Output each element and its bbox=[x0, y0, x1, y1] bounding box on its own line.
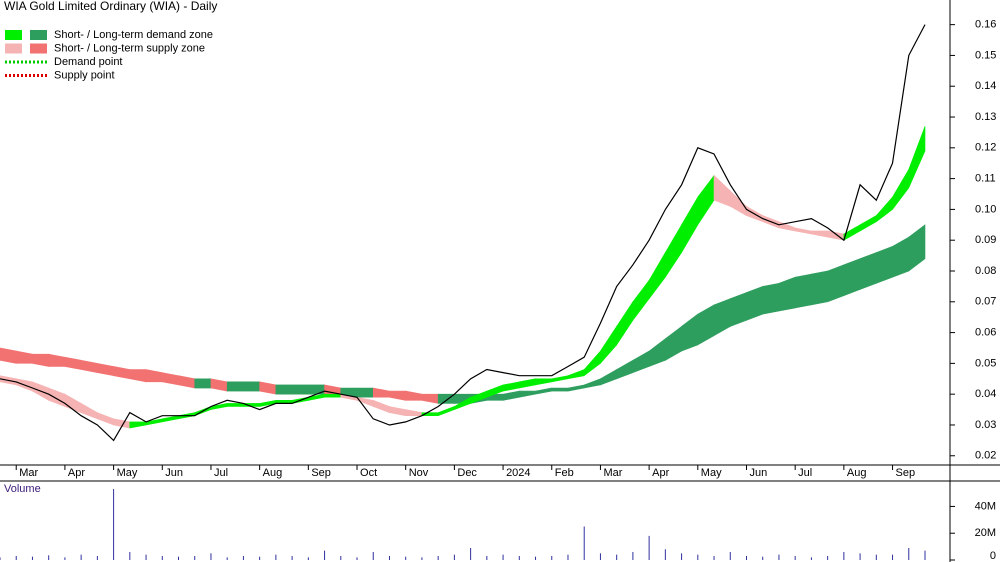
y-tick-label: 0.10 bbox=[975, 203, 996, 215]
legend-label: Supply point bbox=[54, 69, 115, 81]
volume-tick-label: 40M bbox=[975, 500, 996, 512]
legend-swatch bbox=[5, 43, 22, 54]
x-tick-label: Aug bbox=[263, 467, 283, 479]
zone-segment bbox=[324, 393, 342, 398]
zone-segment bbox=[859, 252, 877, 290]
volume-tick-label: 0 bbox=[990, 550, 996, 562]
y-tick-label: 0.12 bbox=[975, 142, 996, 154]
y-tick-label: 0.13 bbox=[975, 111, 996, 123]
volume-tick-label: 20M bbox=[975, 527, 996, 539]
zone-segment bbox=[291, 384, 309, 395]
x-tick-label: Apr bbox=[68, 467, 85, 479]
y-tick-label: 0.09 bbox=[975, 234, 996, 246]
zone-segment bbox=[908, 126, 926, 188]
y-tick-label: 0.08 bbox=[975, 265, 996, 277]
x-tick-label: Apr bbox=[652, 467, 669, 479]
x-tick-label: Jun bbox=[165, 467, 183, 479]
legend-label: Short- / Long-term demand zone bbox=[54, 29, 213, 41]
legend-label: Short- / Long-term supply zone bbox=[54, 42, 205, 54]
x-tick-label: Sep bbox=[311, 467, 331, 479]
y-tick-label: 0.14 bbox=[975, 80, 996, 92]
axes: 0.02 0.03 0.04 0.05 0.06 0.07 0.08 0.09 0.10 0.11… bbox=[15, 19, 996, 562]
zone-segment bbox=[843, 258, 861, 297]
x-tick-label: Nov bbox=[409, 467, 429, 479]
legend-swatch bbox=[30, 43, 47, 54]
zone-segment bbox=[226, 403, 244, 407]
zone-segment bbox=[275, 384, 293, 395]
legend-swatch bbox=[5, 30, 22, 40]
zone-segment bbox=[762, 282, 780, 315]
legend-label: Demand point bbox=[54, 56, 123, 68]
chart-title: WIA Gold Limited Ordinary (WIA) - Daily bbox=[4, 0, 217, 13]
x-tick-label: 2024 bbox=[506, 467, 530, 479]
y-tick-label: 0.06 bbox=[975, 326, 996, 338]
zone-segment bbox=[876, 245, 893, 284]
x-tick-label: Dec bbox=[457, 467, 477, 479]
x-tick-label: Sep bbox=[896, 467, 916, 479]
x-tick-label: Jul bbox=[798, 467, 812, 479]
zones bbox=[0, 126, 926, 429]
y-tick-label: 0.11 bbox=[975, 173, 996, 185]
price-line bbox=[0, 24, 926, 442]
x-tick-label: May bbox=[701, 467, 722, 479]
x-tick-label: Feb bbox=[555, 467, 574, 479]
x-tick-label: Mar bbox=[603, 467, 622, 479]
y-tick-label: 0.04 bbox=[975, 388, 996, 400]
x-tick-label: Mar bbox=[19, 467, 38, 479]
zone-segment bbox=[194, 378, 212, 389]
y-tick-label: 0.03 bbox=[975, 419, 996, 431]
y-tick-label: 0.16 bbox=[975, 19, 996, 31]
legend-swatch bbox=[30, 30, 47, 40]
zone-segment bbox=[243, 381, 260, 392]
y-tick-label: 0.15 bbox=[975, 49, 996, 61]
y-tick-label: 0.05 bbox=[975, 357, 996, 369]
zone-segment bbox=[551, 387, 569, 392]
zone-segment bbox=[729, 292, 747, 327]
zone-segment bbox=[226, 381, 244, 392]
y-tick-label: 0.07 bbox=[975, 296, 996, 308]
zone-segment bbox=[356, 387, 374, 398]
x-tick-label: May bbox=[117, 467, 138, 479]
x-tick-label: Jun bbox=[749, 467, 767, 479]
zone-segment bbox=[778, 276, 796, 312]
zone-segment bbox=[794, 273, 812, 309]
x-tick-label: Aug bbox=[847, 467, 867, 479]
zone-segment bbox=[908, 224, 926, 272]
zone-segment bbox=[746, 285, 764, 321]
price bbox=[0, 24, 926, 560]
volume-label: Volume bbox=[4, 483, 41, 495]
zone-segment bbox=[811, 270, 828, 306]
zone-segment bbox=[827, 264, 845, 303]
x-tick-label: Jul bbox=[214, 467, 228, 479]
zone-segment bbox=[308, 384, 325, 395]
y-tick-label: 0.02 bbox=[975, 450, 996, 462]
x-tick-label: Oct bbox=[360, 467, 377, 479]
